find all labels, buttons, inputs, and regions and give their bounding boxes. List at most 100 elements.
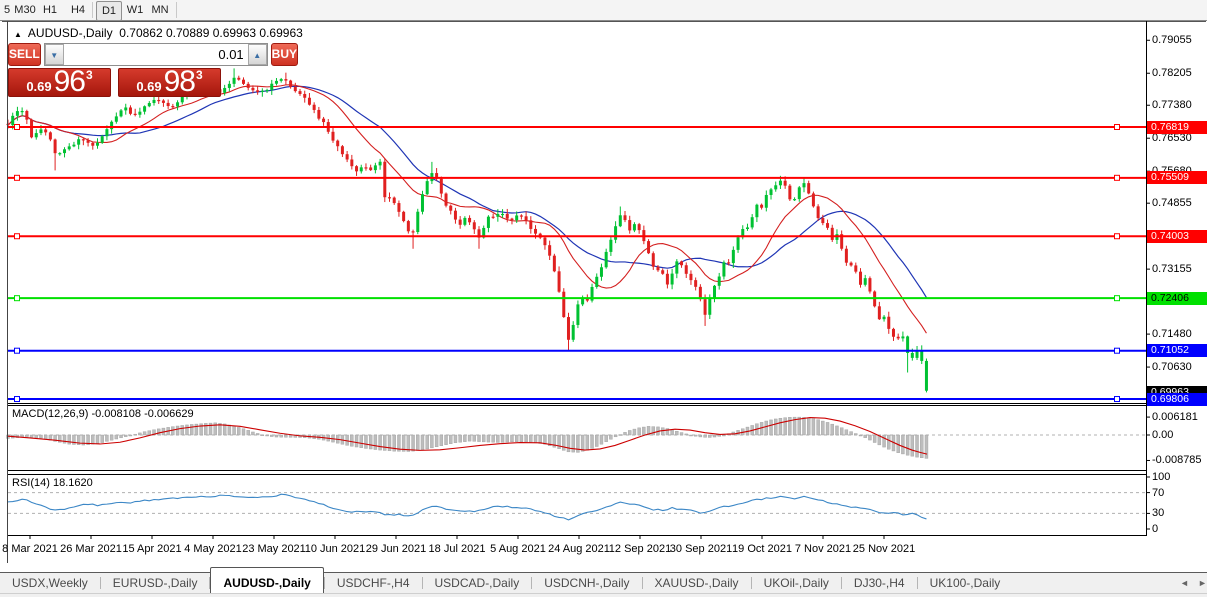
date-axis-label: 18 Jul 2021 — [428, 543, 486, 555]
date-axis-label: 30 Sep 2021 — [669, 543, 733, 555]
price-badge-0.69806: 0.69806 — [1147, 392, 1207, 406]
volume-decrease-icon[interactable]: ▼ — [44, 44, 64, 65]
sell-price-small: 0.69 — [26, 79, 52, 94]
price-axis-label: 0.79055 — [1152, 34, 1192, 47]
chart-tab-usdchf-h4[interactable]: USDCHF-,H4 — [336, 576, 410, 590]
volume-increase-icon[interactable]: ▲ — [247, 44, 267, 65]
hline-handle[interactable] — [14, 396, 20, 403]
hline-handle[interactable] — [14, 124, 20, 130]
rsi-label: RSI(14) 18.1620 — [12, 477, 93, 489]
tab-separator — [209, 576, 211, 589]
date-axis-label: 19 Oct 2021 — [732, 543, 792, 555]
price-badge-0.71052: 0.71052 — [1147, 344, 1207, 358]
date-axis-label: 25 Nov 2021 — [852, 543, 916, 555]
macd-axis-label: 0.006181 — [1152, 411, 1198, 424]
sell-button[interactable]: SELL — [8, 43, 41, 66]
tab-separator — [641, 576, 643, 589]
collapse-triangle-icon[interactable]: ▲ — [14, 30, 22, 39]
price-axis-label: 0.76530 — [1152, 132, 1192, 145]
timeframe-button-H1[interactable]: H1 — [42, 4, 58, 16]
timeframe-button-D1[interactable]: D1 — [96, 1, 122, 21]
buy-price-display[interactable]: 0.69 98 3 — [118, 68, 221, 97]
hline-handle[interactable] — [14, 347, 20, 354]
macd-axis-label: -0.008785 — [1152, 454, 1202, 467]
tab-separator — [750, 576, 752, 589]
price-axis-label: 0.70630 — [1152, 361, 1192, 374]
tab-scroll-left-icon[interactable]: ◄ — [1180, 578, 1189, 588]
timeframe-button-5[interactable]: 5 — [3, 4, 11, 16]
chart-window: ▲ AUDUSD-,Daily 0.70862 0.70889 0.69963 0… — [0, 21, 1207, 597]
chart-tab-uk100-daily[interactable]: UK100-,Daily — [929, 576, 1001, 590]
tab-scroll-strip[interactable] — [0, 593, 1207, 597]
buy-price-big: 98 — [163, 68, 196, 97]
price-badge-0.72406: 0.72406 — [1147, 291, 1207, 305]
hline-handle[interactable] — [1114, 233, 1120, 240]
hline-handle[interactable] — [14, 295, 20, 302]
statusbar-groove — [0, 563, 1207, 572]
price-axis-label: 0.73155 — [1152, 263, 1192, 276]
toolbar-separator — [92, 2, 93, 18]
tab-separator — [840, 576, 842, 589]
one-click-trading-panel: SELL ▼ ▲ BUY 0.69 96 3 0.69 98 3 — [8, 43, 299, 97]
sell-price-big: 96 — [53, 68, 86, 97]
horizontal-line-objects[interactable] — [8, 124, 1146, 403]
tab-scroll-right-icon[interactable]: ► — [1198, 578, 1207, 588]
volume-stepper: ▼ ▲ — [43, 43, 268, 66]
macd-label: MACD(12,26,9) -0.008108 -0.006629 — [12, 408, 194, 420]
timeframe-button-H4[interactable]: H4 — [70, 4, 86, 16]
chart-tab-audusd-daily[interactable]: AUDUSD-,Daily — [210, 567, 324, 593]
chart-tab-dj30-h4[interactable]: DJ30-,H4 — [853, 576, 905, 590]
timeframe-button-W1[interactable]: W1 — [126, 4, 144, 16]
timeframe-button-M30[interactable]: M30 — [14, 4, 36, 16]
date-axis-label: 4 May 2021 — [184, 543, 242, 555]
chart-tab-ukoil-daily[interactable]: UKOil-,Daily — [763, 576, 829, 590]
price-badge-0.76819: 0.76819 — [1147, 120, 1207, 134]
tab-separator — [916, 576, 918, 589]
date-axis-label: 5 Aug 2021 — [490, 543, 546, 555]
chart-tab-usdcad-daily[interactable]: USDCAD-,Daily — [434, 576, 520, 590]
chart-tab-eurusd-daily[interactable]: EURUSD-,Daily — [112, 576, 198, 590]
volume-input[interactable] — [63, 44, 248, 65]
rsi-axis-label: 30 — [1152, 507, 1165, 520]
date-axis-label: 7 Nov 2021 — [794, 543, 852, 555]
chart-title: ▲ AUDUSD-,Daily 0.70862 0.70889 0.69963 0… — [14, 26, 303, 40]
chart-tab-usdx-weekly[interactable]: USDX,Weekly — [12, 576, 88, 590]
hline-handle[interactable] — [14, 233, 20, 240]
rsi-axis-label: 100 — [1152, 471, 1171, 483]
macd-axis-label: 0.00 — [1152, 429, 1174, 441]
chart-symbol-label: AUDUSD-,Daily — [27, 26, 113, 40]
buy-button[interactable]: BUY — [270, 43, 299, 66]
chart-tab-bar: USDX,Weekly EURUSD-,Daily AUDUSD-,Daily USD… — [0, 567, 1207, 594]
hline-handle[interactable] — [1114, 174, 1120, 181]
price-axis-label: 0.78205 — [1152, 67, 1192, 80]
price-axis-label: 0.77380 — [1152, 99, 1192, 112]
timeframe-button-MN[interactable]: MN — [151, 4, 169, 16]
moving-averages — [7, 84, 927, 334]
hline-handle[interactable] — [1114, 347, 1120, 354]
chart-canvas[interactable] — [0, 21, 1207, 597]
hline-handle[interactable] — [14, 174, 20, 181]
tab-separator — [323, 576, 325, 589]
hline-handle[interactable] — [1114, 396, 1120, 403]
tab-separator — [421, 576, 423, 589]
date-axis-label: 23 May 2021 — [242, 543, 306, 555]
date-axis-label: 15 Apr 2021 — [122, 543, 182, 555]
hline-handle[interactable] — [1114, 124, 1120, 130]
date-axis-label: 26 Mar 2021 — [60, 543, 122, 555]
chart-tab-xauusd-daily[interactable]: XAUUSD-,Daily — [654, 576, 739, 590]
price-axis-label: 0.74855 — [1152, 197, 1192, 210]
date-axis-label: 29 Jun 2021 — [365, 543, 427, 555]
hline-handle[interactable] — [1114, 295, 1120, 302]
rsi-indicator — [7, 492, 1146, 521]
date-axis-label: 10 Jun 2021 — [304, 543, 366, 555]
date-axis-label: 24 Aug 2021 — [548, 543, 610, 555]
sell-price-sup: 3 — [86, 68, 93, 82]
panel-borders — [2, 21, 1206, 563]
chart-tab-usdcnh-daily[interactable]: USDCNH-,Daily — [544, 576, 630, 590]
toolbar-separator — [176, 2, 177, 18]
sell-price-display[interactable]: 0.69 96 3 — [8, 68, 111, 97]
buy-price-small: 0.69 — [136, 79, 162, 94]
price-badge-0.74003: 0.74003 — [1147, 229, 1207, 243]
chart-ohlc-values: 0.70862 0.70889 0.69963 0.69963 — [119, 26, 303, 40]
